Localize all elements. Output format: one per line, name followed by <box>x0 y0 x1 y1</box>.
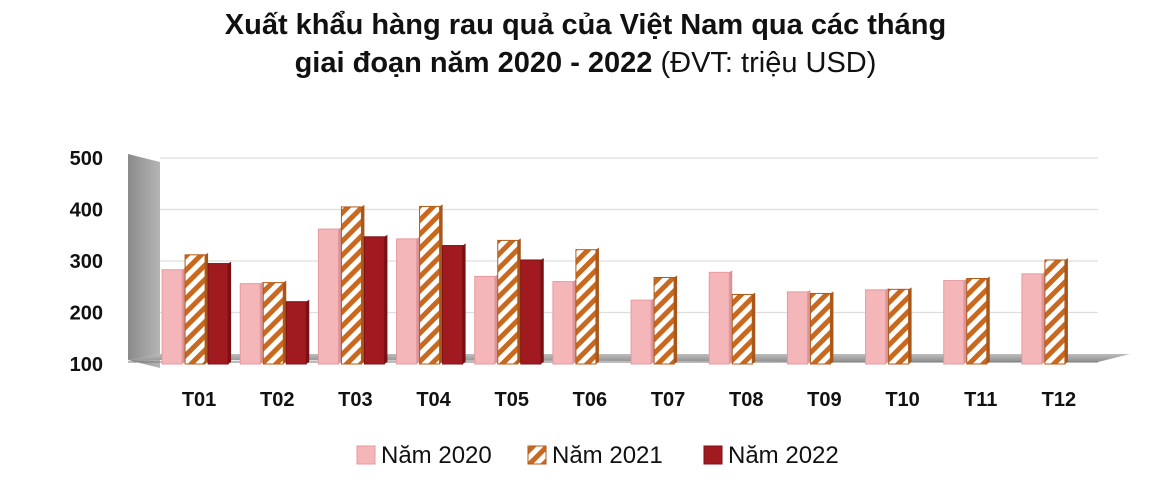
x-tick-label: T07 <box>651 389 685 411</box>
bar-năm-2021-t07 <box>653 276 675 365</box>
x-tick-label: T08 <box>729 389 763 411</box>
bar-side <box>462 243 466 364</box>
x-tick-label: T12 <box>1042 389 1076 411</box>
y-tick-label: 400 <box>70 200 103 222</box>
bar-side <box>205 252 209 364</box>
bar-năm-2021-t11 <box>966 278 988 365</box>
bar-năm-2021-t01 <box>184 254 206 365</box>
x-tick-label: T05 <box>495 389 529 411</box>
bar-năm-2020-t06 <box>552 281 574 365</box>
bar-năm-2020-t12 <box>1021 273 1043 365</box>
bar-năm-2021-t08 <box>731 293 753 365</box>
x-tick-label: T04 <box>416 389 451 411</box>
bar-side <box>384 234 388 364</box>
bar-năm-2022-t05 <box>520 259 542 365</box>
bar-side <box>306 299 310 364</box>
bar-side <box>830 291 834 364</box>
bar-side <box>338 227 342 364</box>
bar-năm-2020-t04 <box>396 238 418 365</box>
bar-side <box>416 236 420 364</box>
gridlines <box>160 157 1098 314</box>
bar-năm-2021-t12 <box>1044 259 1066 365</box>
bar-năm-2021-t04 <box>419 205 441 365</box>
bar-side <box>572 279 576 364</box>
legend: Năm 2020 Năm 2021 Năm 2022 <box>356 442 839 469</box>
bar-năm-2020-t01 <box>161 269 183 365</box>
bars <box>161 204 1068 365</box>
bar-side <box>885 287 889 364</box>
x-tick-label: T10 <box>885 389 919 411</box>
y-tick-label: 100 <box>70 354 103 376</box>
bar-side <box>517 238 521 364</box>
bar-năm-2022-t02 <box>285 301 307 365</box>
y-tick-label: 300 <box>70 251 103 273</box>
bar-năm-2020-t03 <box>317 228 339 365</box>
chart-title-unit: (ĐVT: triệu USD) <box>660 47 877 79</box>
bar-năm-2022-t04 <box>442 245 464 365</box>
bar-năm-2022-t03 <box>363 236 385 365</box>
chart-title-line2: giai đoạn năm 2020 - 2022 (ĐVT: triệu US… <box>0 44 1171 82</box>
chart-title-main: giai đoạn năm 2020 - 2022 <box>294 47 653 79</box>
bar-side <box>182 267 186 364</box>
bar-năm-2020-t05 <box>474 275 496 365</box>
bar-side <box>674 275 678 364</box>
y-axis-ticks: 500 400 300 200 100 <box>70 148 103 376</box>
y-tick-label: 500 <box>70 148 103 170</box>
bar-năm-2021-t10 <box>888 288 910 365</box>
y-tick-label: 200 <box>70 303 103 325</box>
x-tick-label: T06 <box>573 389 607 411</box>
bar-side <box>260 281 264 364</box>
legend-label: Năm 2021 <box>552 442 663 469</box>
chart-side-wall <box>128 154 160 368</box>
bar-năm-2020-t09 <box>786 291 808 365</box>
x-tick-label: T02 <box>260 389 294 411</box>
legend-label: Năm 2020 <box>381 442 492 469</box>
bar-năm-2020-t07 <box>630 299 652 365</box>
bar-năm-2022-t01 <box>207 263 229 365</box>
bar-năm-2021-t09 <box>809 292 831 365</box>
legend-swatch <box>356 445 376 465</box>
bar-side <box>752 292 756 364</box>
bar-side <box>729 270 733 364</box>
bar-năm-2020-t02 <box>239 283 261 365</box>
bar-side <box>439 204 443 364</box>
legend-swatch <box>703 445 723 465</box>
bar-side <box>908 287 912 364</box>
bar-side <box>361 204 365 364</box>
bar-side <box>595 247 599 364</box>
bar-side <box>494 274 498 364</box>
x-axis-ticks: T01 T02 T03 T04 T05 T06 T07 T08 T09 T10 T11 T12 <box>182 389 1076 411</box>
bar-năm-2021-t03 <box>340 206 362 365</box>
bar-side <box>228 261 232 364</box>
bar-side <box>963 278 967 364</box>
legend-swatch <box>527 445 547 465</box>
bar-side <box>1064 257 1068 364</box>
bar-năm-2021-t05 <box>497 239 519 365</box>
bar-side <box>807 289 811 364</box>
x-tick-label: T11 <box>964 389 997 411</box>
legend-label: Năm 2022 <box>728 442 839 469</box>
x-tick-label: T09 <box>807 389 841 411</box>
x-tick-label: T03 <box>338 389 372 411</box>
bar-side <box>986 276 990 364</box>
chart-title-line1: Xuất khẩu hàng rau quả của Việt Nam qua … <box>224 9 947 41</box>
bar-side <box>283 280 287 364</box>
bar-năm-2021-t06 <box>575 249 597 365</box>
bar-năm-2020-t11 <box>943 280 965 365</box>
bar-side <box>1041 271 1045 364</box>
bar-side <box>651 298 655 364</box>
bar-năm-2020-t08 <box>708 271 730 365</box>
x-tick-label: T01 <box>182 389 216 411</box>
bar-năm-2021-t02 <box>262 282 284 365</box>
bar-năm-2020-t10 <box>865 289 887 365</box>
bar-side <box>540 257 544 364</box>
